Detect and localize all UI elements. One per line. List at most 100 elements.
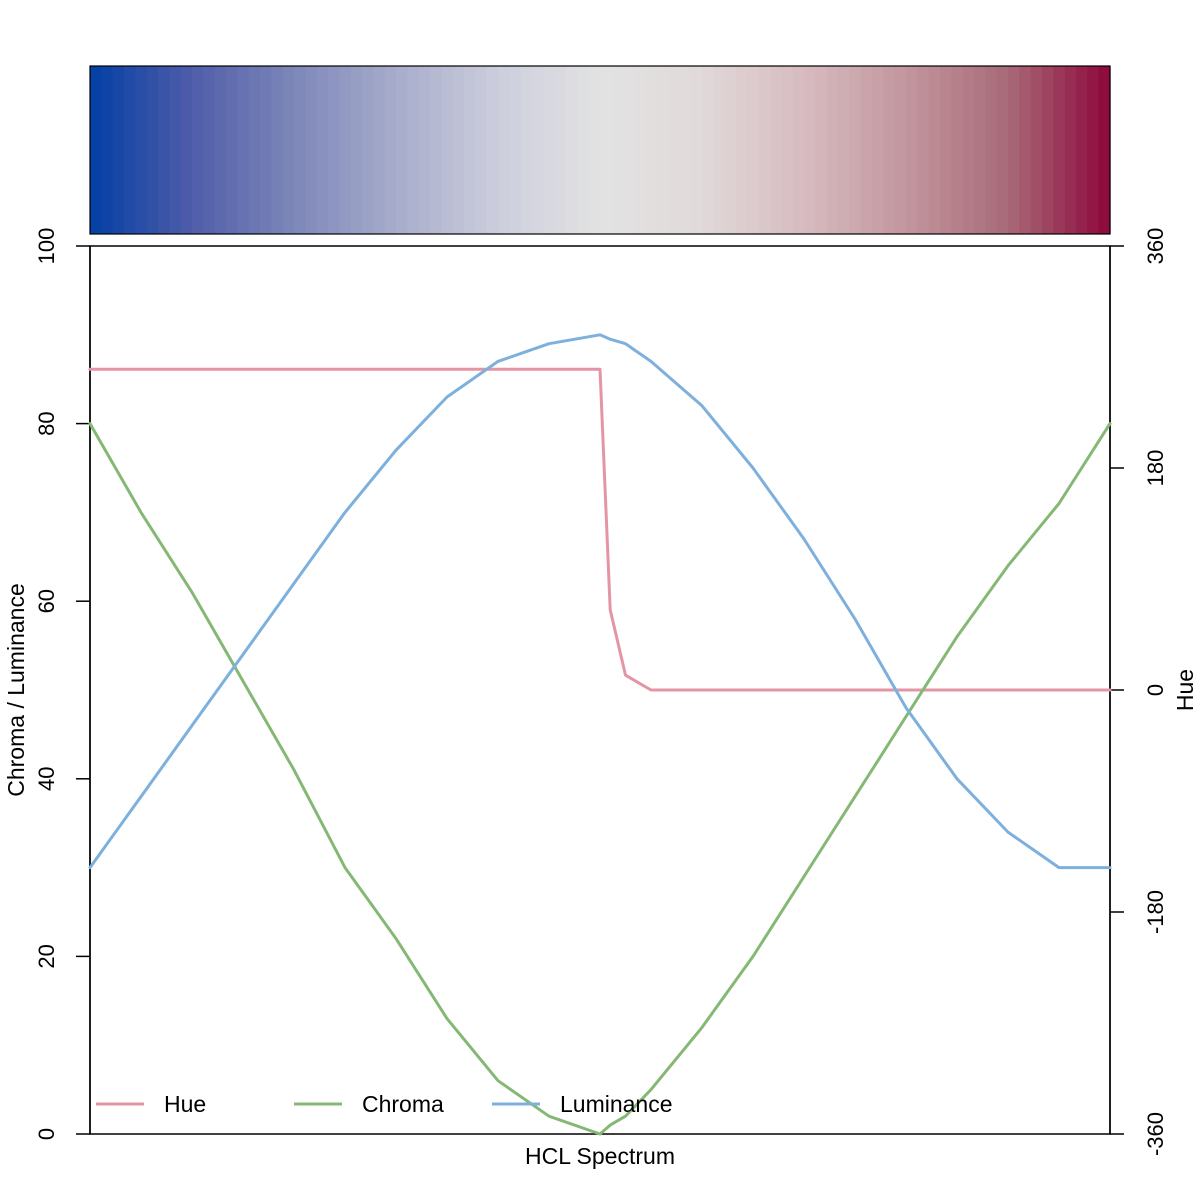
- spectrum-swatch: [124, 66, 136, 234]
- spectrum-swatch: [1098, 66, 1111, 234]
- spectrum-swatch: [815, 66, 828, 234]
- spectrum-swatch: [600, 66, 612, 234]
- spectrum-swatch: [1019, 66, 1032, 234]
- spectrum-swatch: [543, 66, 556, 234]
- spectrum-swatch: [736, 66, 748, 234]
- spectrum-swatch: [758, 66, 771, 234]
- spectrum-swatch: [702, 66, 714, 234]
- series-line-luminance: [88, 333, 1112, 870]
- spectrum-swatch: [611, 66, 624, 234]
- spectrum-swatch: [985, 66, 998, 234]
- legend-label-chroma: Chroma: [362, 1091, 444, 1117]
- left-axis-tick-label: 100: [34, 228, 59, 265]
- spectrum-swatch: [271, 66, 284, 234]
- legend-label-hue: Hue: [164, 1091, 206, 1117]
- spectrum-swatch: [826, 66, 839, 234]
- spectrum-swatch: [486, 66, 499, 234]
- spectrum-swatch: [679, 66, 692, 234]
- right-y-axis: -360 -180 0 180 360: [1109, 228, 1168, 1156]
- spectrum-swatch: [407, 66, 420, 234]
- series-line-hue: [88, 367, 1112, 692]
- right-axis-tick-label: 360: [1143, 228, 1168, 265]
- spectrum-swatch: [396, 66, 408, 234]
- spectrum-swatch: [838, 66, 850, 234]
- spectrum-swatch: [214, 66, 227, 234]
- spectrum-swatch: [464, 66, 476, 234]
- spectrum-swatch: [520, 66, 533, 234]
- left-axis-tick-label: 60: [34, 589, 59, 613]
- spectrum-swatch: [770, 66, 782, 234]
- spectrum-swatch: [668, 66, 680, 234]
- spectrum-swatch: [792, 66, 805, 234]
- spectrum-swatch: [894, 66, 907, 234]
- x-axis-title: HCL Spectrum: [525, 1143, 675, 1169]
- spectrum-swatch: [282, 66, 295, 234]
- spectrum-swatch: [532, 66, 544, 234]
- color-spectrum-frame: [89, 65, 1111, 235]
- spectrum-swatch: [1087, 66, 1100, 234]
- spectrum-swatch: [634, 66, 646, 234]
- spectrum-swatch: [996, 66, 1009, 234]
- spectrum-swatch: [588, 66, 601, 234]
- left-axis-tick-label: 40: [34, 767, 59, 791]
- spectrum-swatch: [226, 66, 238, 234]
- spectrum-swatch: [577, 66, 590, 234]
- spectrum-swatch: [883, 66, 896, 234]
- legend: Hue Chroma Luminance: [96, 1091, 673, 1117]
- spectrum-swatch: [430, 66, 442, 234]
- spectrum-swatch: [1064, 66, 1077, 234]
- left-axis-tick-label: 80: [34, 411, 59, 435]
- spectrum-swatch: [339, 66, 352, 234]
- spectrum-swatch: [690, 66, 703, 234]
- spectrum-swatch: [260, 66, 272, 234]
- color-spectrum-bar: [90, 66, 1111, 234]
- spectrum-swatch: [928, 66, 941, 234]
- spectrum-swatch: [362, 66, 374, 234]
- left-y-axis-title: Chroma / Luminance: [3, 583, 29, 797]
- spectrum-swatch: [90, 66, 102, 234]
- spectrum-swatch: [860, 66, 873, 234]
- spectrum-swatch: [804, 66, 816, 234]
- spectrum-swatch: [554, 66, 567, 234]
- spectrum-swatch: [566, 66, 578, 234]
- spectrum-swatch: [169, 66, 182, 234]
- right-y-axis-title: Hue: [1172, 669, 1198, 711]
- right-axis-tick-label: -180: [1143, 890, 1168, 934]
- spectrum-swatch: [475, 66, 488, 234]
- spectrum-swatch: [951, 66, 964, 234]
- spectrum-swatch: [962, 66, 975, 234]
- spectrum-swatch: [1030, 66, 1043, 234]
- spectrum-swatch: [849, 66, 862, 234]
- spectrum-swatch: [1053, 66, 1066, 234]
- spectrum-swatch: [452, 66, 465, 234]
- spectrum-swatch: [316, 66, 329, 234]
- spectrum-swatch: [350, 66, 363, 234]
- spectrum-swatch: [373, 66, 386, 234]
- right-axis-tick-label: 0: [1143, 684, 1168, 696]
- left-axis-tick-label: 0: [34, 1128, 59, 1140]
- spectrum-swatch: [180, 66, 193, 234]
- spectrum-swatch: [724, 66, 737, 234]
- right-axis-tick-label: -360: [1143, 1112, 1168, 1156]
- spectrum-swatch: [622, 66, 635, 234]
- spectrum-swatch: [158, 66, 170, 234]
- series-line-chroma: [88, 422, 1112, 1136]
- spectrum-swatch: [146, 66, 159, 234]
- left-axis-tick-label: 20: [34, 944, 59, 968]
- spectrum-swatch: [101, 66, 114, 234]
- spectrum-swatch: [974, 66, 986, 234]
- left-y-axis: 0 20 40 60 80 100: [34, 228, 91, 1140]
- spectrum-swatch: [112, 66, 125, 234]
- spectrum-swatch: [248, 66, 261, 234]
- series-lines: [88, 333, 1112, 1136]
- spectrum-swatch: [237, 66, 250, 234]
- right-axis-tick-label: 180: [1143, 450, 1168, 487]
- spectrum-swatch: [135, 66, 148, 234]
- spectrum-swatch: [713, 66, 726, 234]
- spectrum-swatch: [1076, 66, 1088, 234]
- spectrum-swatch: [872, 66, 884, 234]
- spectrum-swatch: [1042, 66, 1054, 234]
- spectrum-swatch: [203, 66, 216, 234]
- spectrum-swatch: [656, 66, 669, 234]
